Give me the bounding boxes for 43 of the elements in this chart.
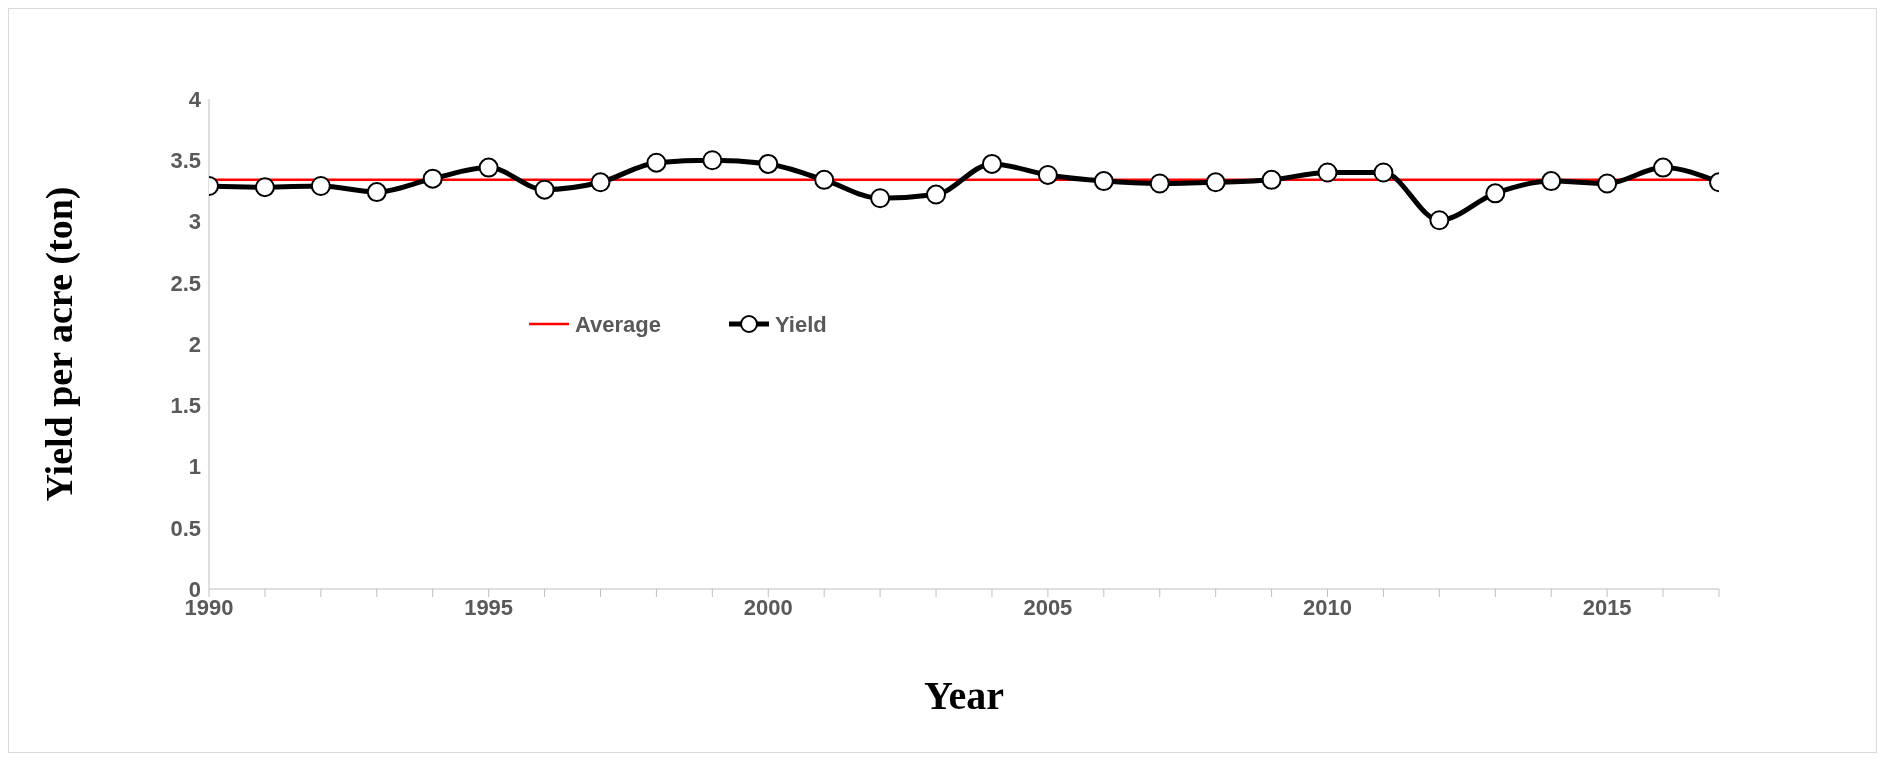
x-axis-title: Year <box>924 673 1004 718</box>
point <box>646 152 667 173</box>
point <box>1429 210 1450 231</box>
y-tick-label: 3 <box>188 209 201 235</box>
y-tick-label: 1.5 <box>170 393 201 419</box>
point <box>814 169 835 190</box>
point <box>1653 157 1674 178</box>
point <box>1317 162 1338 183</box>
point <box>870 188 891 209</box>
y-tick-label: 2.5 <box>170 270 201 296</box>
x-tick-label: 2005 <box>1023 594 1073 620</box>
point <box>1205 172 1226 193</box>
x-tick-label: 2010 <box>1303 594 1352 620</box>
point <box>1373 162 1394 183</box>
x-tick-label: 2015 <box>1582 594 1632 620</box>
point <box>1485 183 1506 204</box>
point <box>590 172 611 193</box>
point <box>1597 173 1618 194</box>
point <box>1037 164 1058 185</box>
y-axis-title: Yield per acre (ton) <box>38 186 82 502</box>
point <box>702 150 723 171</box>
y-tick-label: 2 <box>188 331 201 357</box>
y-tick-label: 3.5 <box>170 148 201 174</box>
point <box>981 153 1002 174</box>
y-tick-label: 4 <box>188 86 202 112</box>
point <box>1261 169 1282 190</box>
point <box>254 177 275 198</box>
point <box>926 184 947 205</box>
point <box>534 179 555 200</box>
x-tick-label: 2000 <box>743 594 793 620</box>
point <box>366 182 387 203</box>
y-tick-label: 1 <box>188 454 201 480</box>
point <box>310 175 331 196</box>
point <box>422 168 443 189</box>
point <box>758 153 779 174</box>
y-tick-label: 0.5 <box>170 515 201 541</box>
point <box>1149 173 1170 194</box>
point <box>478 157 499 178</box>
legend-label: Yield <box>775 312 827 337</box>
point <box>1541 171 1562 192</box>
point <box>1093 171 1114 192</box>
x-tick-label: 1995 <box>464 594 514 620</box>
legend-label: Average <box>575 312 662 337</box>
